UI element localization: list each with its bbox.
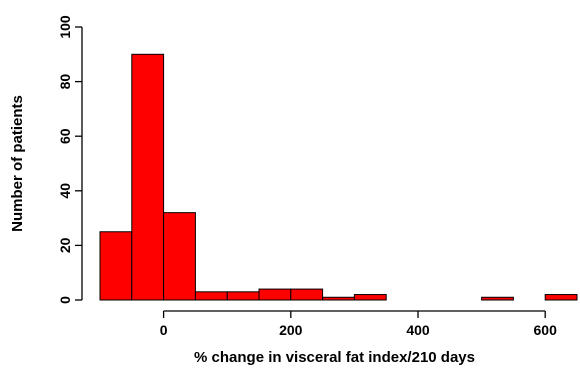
- y-tick-label: 80: [57, 74, 73, 90]
- y-axis-title: Number of patients: [9, 95, 26, 232]
- y-tick-label: 0: [57, 296, 73, 304]
- x-tick-label: 400: [406, 322, 430, 338]
- x-axis: 0 200 400 600: [160, 310, 558, 338]
- histogram-bar: [226, 291, 260, 301]
- histogram-bar: [99, 231, 133, 301]
- histogram-bar: [194, 291, 228, 301]
- x-axis-title: % change in visceral fat index/210 days: [194, 349, 475, 366]
- histogram-bar: [131, 53, 165, 301]
- x-tick-label: 0: [160, 322, 168, 338]
- histogram-bar: [258, 288, 292, 301]
- histogram-bar: [544, 294, 578, 301]
- y-tick-label: 100: [57, 15, 73, 39]
- x-tick-label: 600: [534, 322, 558, 338]
- histogram-bar: [290, 288, 324, 301]
- y-tick-label: 40: [57, 183, 73, 199]
- histogram-bar: [322, 296, 355, 301]
- histogram-bar: [163, 212, 196, 301]
- y-tick-label: 60: [57, 128, 73, 144]
- histogram-bar: [481, 296, 514, 301]
- histogram-bars: [99, 53, 578, 301]
- y-axis: 0 20 40 60 80 100: [57, 15, 83, 304]
- x-tick-label: 200: [279, 322, 303, 338]
- y-tick-label: 20: [57, 237, 73, 253]
- histogram-bar: [353, 294, 387, 301]
